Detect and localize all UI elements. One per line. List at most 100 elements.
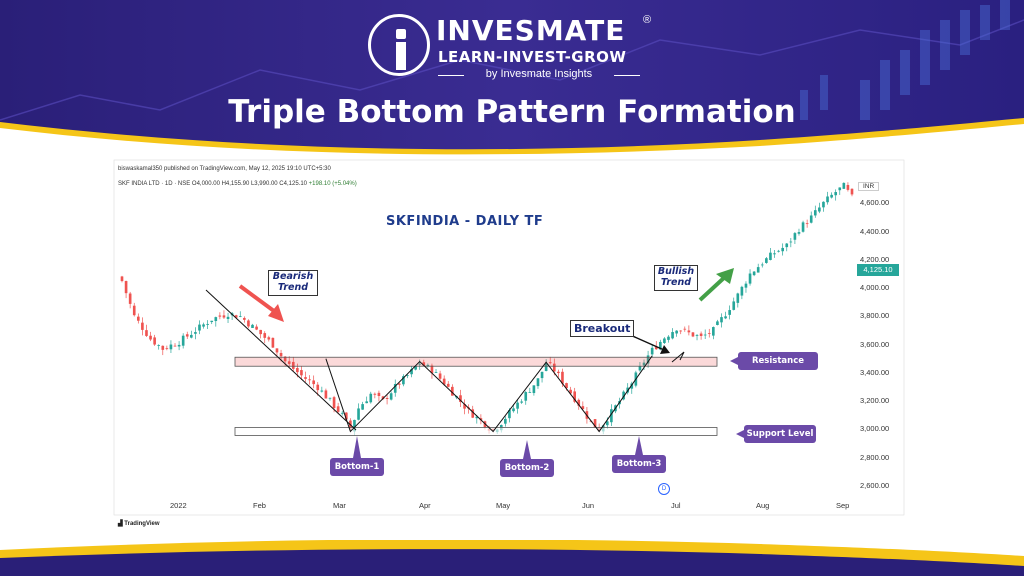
candle-body [805,223,809,225]
candle-body [573,391,576,402]
candle-body [610,409,613,423]
bottom-2-pill: Bottom-2 [500,459,554,477]
x-tick-label: Sep [836,501,850,510]
candle-body [287,361,291,364]
candle-body [793,233,797,240]
currency-label: INR [858,182,880,191]
symbol-change: +198.10 (+5.04%) [308,181,357,187]
candle-body [353,419,356,432]
candle-body [557,371,560,374]
candle-body [259,329,262,335]
candle-body [561,371,564,384]
candle-body [406,375,409,377]
candle-body [304,377,307,379]
candle-body [663,338,666,344]
candle-body [809,215,813,223]
candle-body [247,320,250,327]
bottom-1-pill: Bottom-1 [330,458,384,476]
x-tick-label: Feb [253,501,266,510]
candle-body [300,370,303,376]
candle-body [813,210,817,216]
candle-body [255,326,258,330]
candle-body [316,384,320,391]
candle-body [169,344,173,350]
candle-body [279,352,283,357]
breakout-arrow-head [660,345,670,354]
candle-body [671,332,674,339]
candle-body [756,267,760,273]
candle-body [141,322,144,330]
candle-body [642,362,646,366]
candle-body [822,201,825,208]
tv-mark-icon: ▟ [118,521,125,527]
bullish-trend-text: Bullish Trend [657,266,695,288]
candle-body [377,392,381,396]
candle-body [605,421,609,426]
candle-body [222,315,226,318]
candle-body [238,316,242,317]
candle-body [475,416,479,419]
candle-body [650,347,654,355]
candle-body [720,317,723,323]
candle-body [544,363,548,371]
candle-body [426,364,430,367]
candle-body [483,421,487,428]
breakout-label: Breakout [570,320,635,337]
candle-body [532,385,536,394]
chart-frame [113,159,905,516]
candle-body [198,324,201,331]
candle-body [410,369,413,375]
candle-body [312,380,315,385]
candle-body [630,383,634,389]
brand-byline: by Invesmate Insights [436,68,642,80]
pattern-zigzag-line [325,355,653,433]
candle-body [344,412,348,420]
candle-body [736,293,740,303]
candle-body [373,393,377,395]
candle-body [679,330,683,332]
candle-body [818,207,821,212]
candle-body [243,317,246,320]
candle-body [267,337,271,340]
candle-body [357,408,360,420]
resistance-zone [234,356,718,367]
candle-body [173,345,177,347]
candle-body [214,317,218,322]
x-tick-label: May [496,501,511,510]
candle-body [838,187,842,191]
candle-body [385,397,389,399]
candle-body [402,376,405,385]
y-tick-label: 3,400.00 [860,367,890,377]
candle-body [190,334,193,338]
candle-body [638,366,642,371]
candle-body [695,335,699,336]
candle-body [659,341,662,350]
candle-body [442,378,446,385]
candle-body [654,346,658,350]
candle-body [765,258,768,263]
candle-body [781,247,784,252]
tradingview-logo: ▟ TradingView [118,520,160,527]
bearish-trend-label: Bearish Trend [268,270,318,296]
x-tick-label: 2022 [170,501,187,510]
candle-body [577,399,581,406]
candle-body [218,315,222,317]
candle-body [504,418,507,424]
dividend-marker: D [658,483,670,495]
chart-title: SKFINDIA - DAILY TF [386,214,544,229]
y-tick-label: 3,000.00 [860,424,890,434]
x-tick-label: Jun [582,501,595,510]
candle-body [381,396,385,399]
candle-body [206,323,209,325]
candle-body [271,337,275,348]
bearish-trend-line [205,289,357,431]
candle-body [202,324,205,327]
candle-body [324,390,328,399]
candle-body [581,406,585,410]
y-tick-label: 4,600.00 [860,198,890,208]
candle-body [365,401,369,404]
candle-body [320,390,324,392]
candle-body [251,324,254,328]
candle-body [512,408,515,412]
